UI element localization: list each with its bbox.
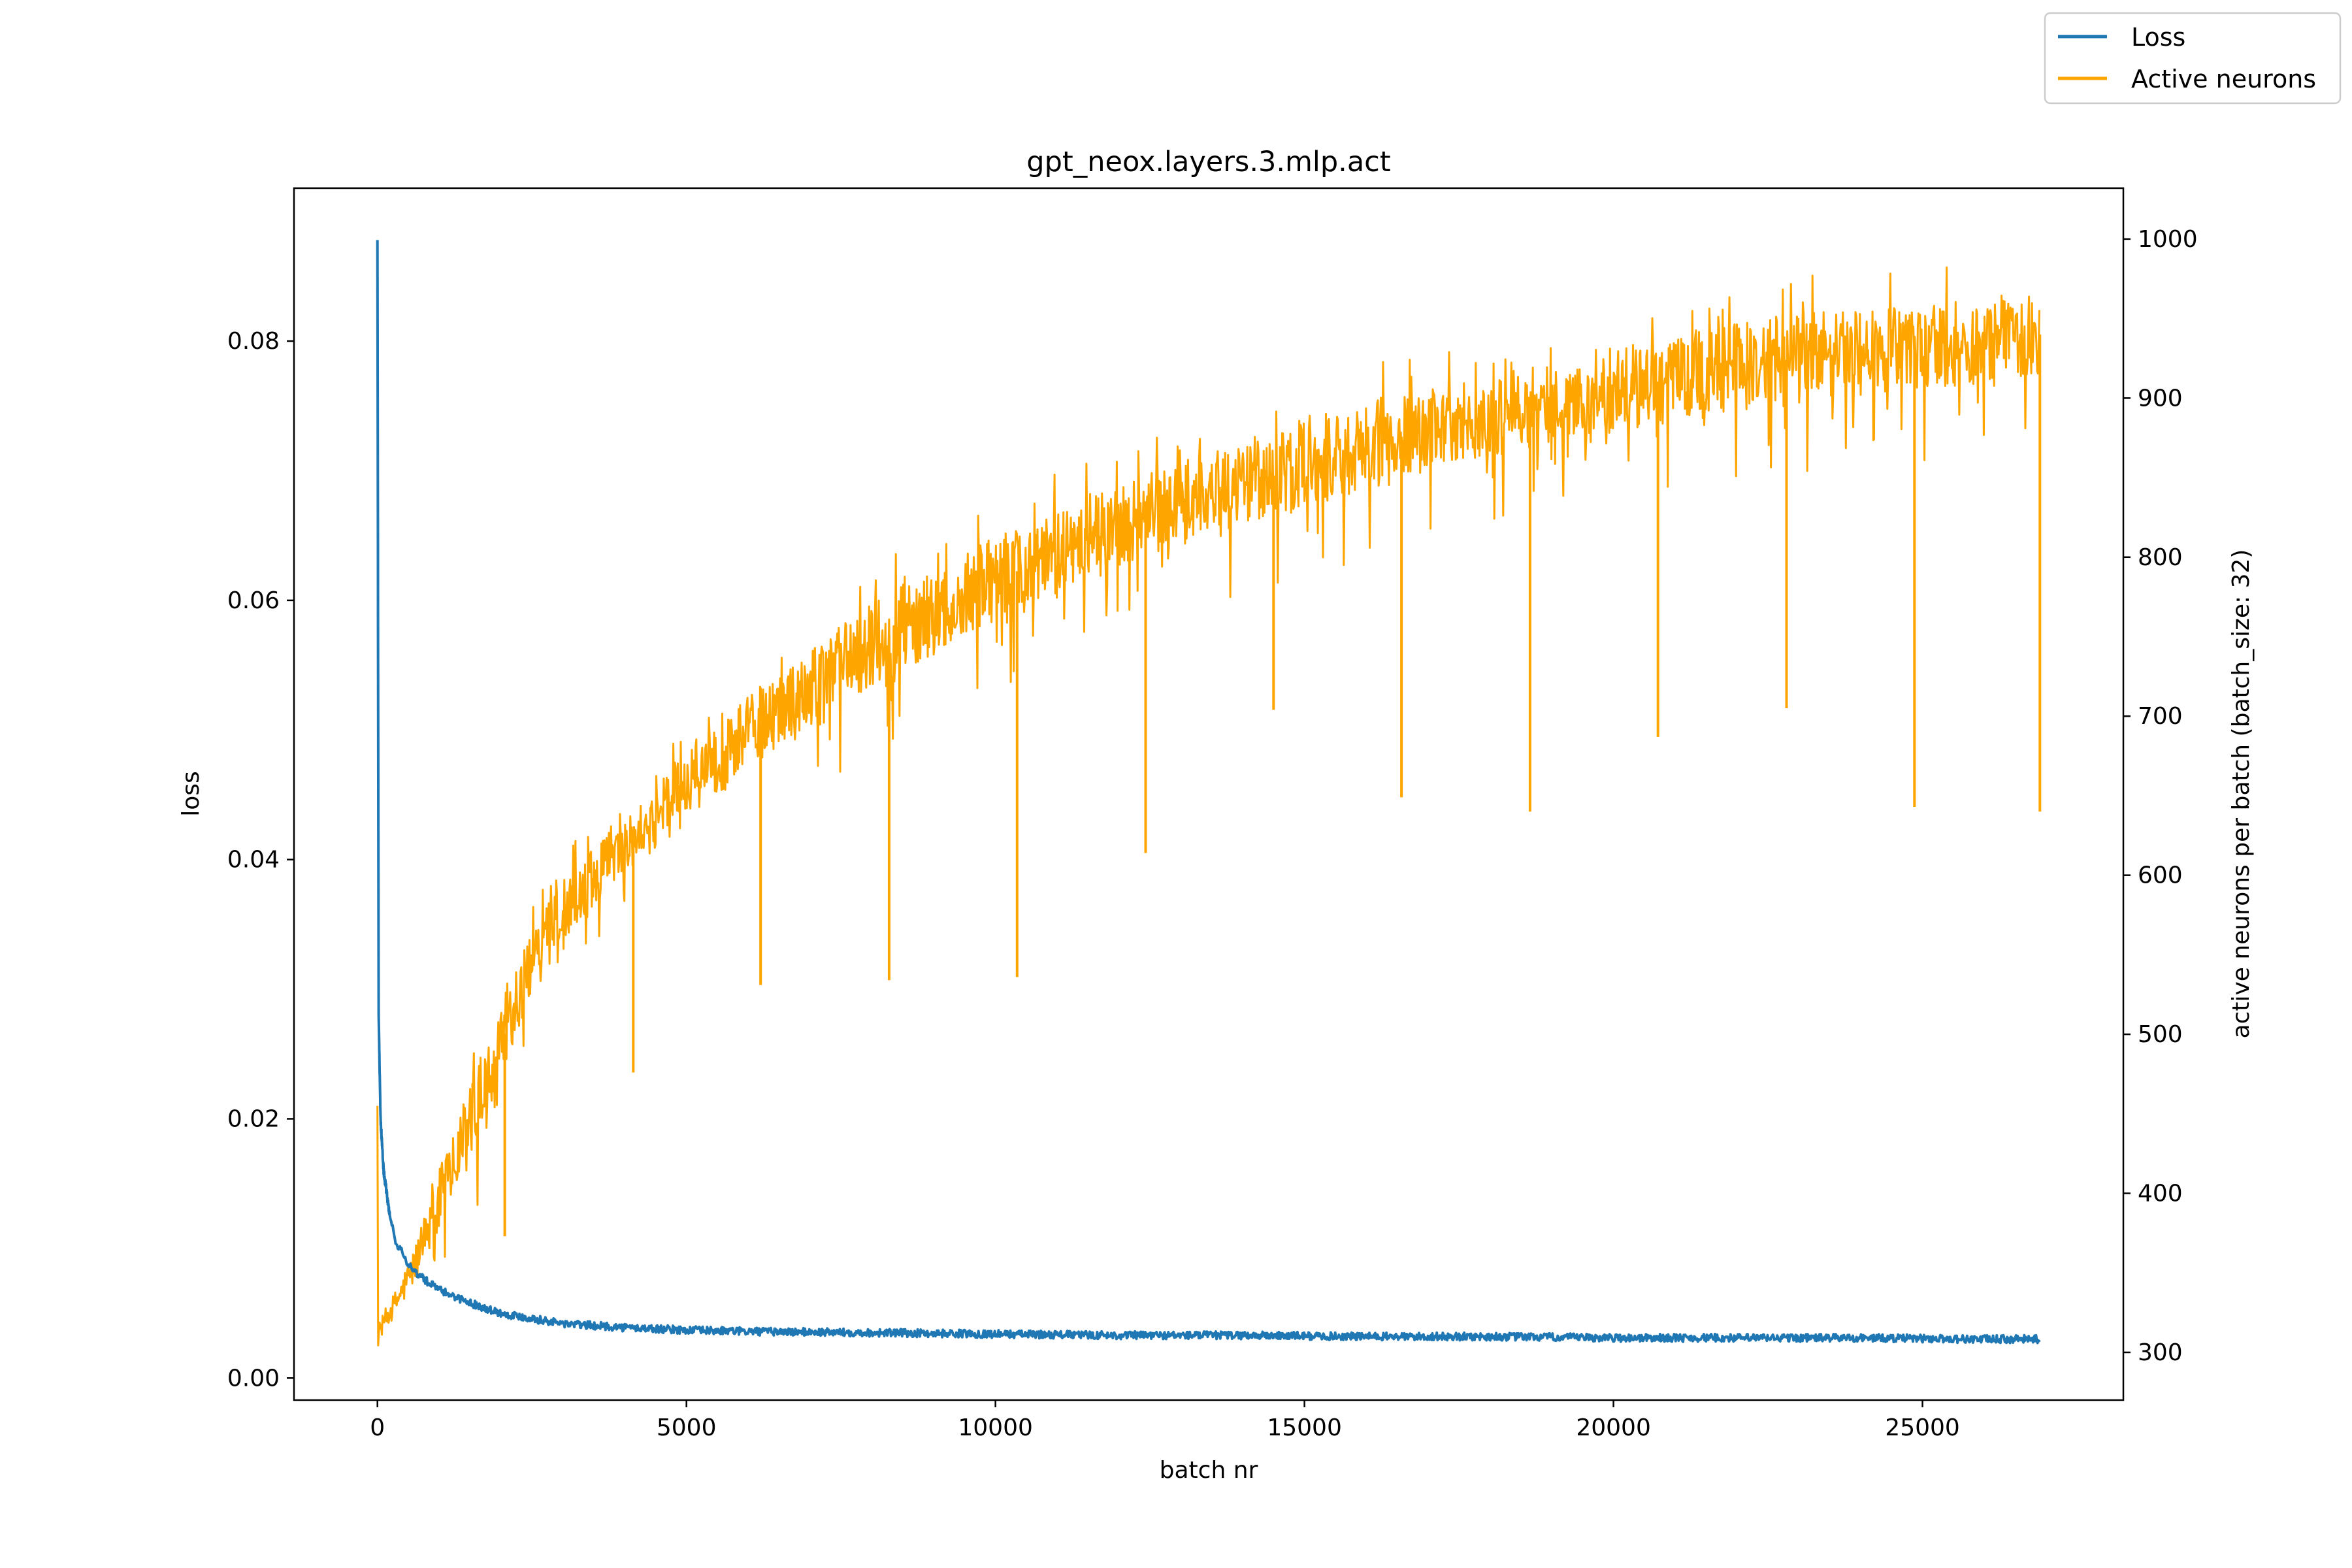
y-right-axis-ticks: 300 400 500 600 700 800 900 1000: [2123, 226, 2198, 1366]
chart-title: gpt_neox.layers.3.mlp.act: [1026, 146, 1390, 178]
y-left-tick-label: 0.06: [227, 587, 280, 614]
y-right-tick-label: 700: [2138, 703, 2183, 730]
y-right-tick-label: 1000: [2138, 226, 2198, 253]
active-neurons-line: [376, 266, 2040, 1347]
series-active-neurons: [376, 266, 2042, 1347]
y-right-tick-label: 800: [2138, 544, 2183, 571]
y-right-tick-label: 900: [2138, 385, 2183, 412]
x-axis-ticks: 0 5000 10000 15000 20000 25000: [370, 1400, 1960, 1441]
y-left-tick-label: 0.04: [227, 847, 280, 874]
plot-frame: [293, 187, 2125, 1401]
y-left-tick-label: 0.00: [227, 1365, 280, 1392]
x-tick-label: 20000: [1576, 1414, 1651, 1441]
x-tick-label: 0: [370, 1414, 385, 1441]
loss-line: [376, 240, 2041, 1345]
y-left-axis-label: loss: [178, 771, 204, 817]
x-tick-label: 10000: [958, 1414, 1033, 1441]
series-layer: [376, 240, 2042, 1347]
series-loss: [376, 240, 2041, 1345]
y-left-axis-ticks: 0.00 0.02 0.04 0.06 0.08: [227, 328, 294, 1392]
y-right-tick-label: 600: [2138, 862, 2183, 889]
legend-frame: [2044, 12, 2342, 105]
y-right-tick-label: 400: [2138, 1181, 2183, 1207]
legend-label-loss: Loss: [2131, 23, 2185, 52]
x-tick-label: 5000: [657, 1414, 717, 1441]
y-right-axis-label: active neurons per batch (batch_size: 32…: [2228, 549, 2255, 1039]
y-right-tick-label: 500: [2138, 1021, 2183, 1048]
x-tick-label: 25000: [1885, 1414, 1960, 1441]
legend-label-active-neurons: Active neurons: [2131, 65, 2316, 93]
y-left-tick-label: 0.02: [227, 1105, 280, 1132]
y-right-tick-label: 300: [2138, 1339, 2183, 1366]
legend: Loss Active neurons: [2044, 12, 2342, 105]
x-axis-label: batch nr: [1160, 1457, 1258, 1484]
x-tick-label: 15000: [1267, 1414, 1342, 1441]
y-left-tick-label: 0.08: [227, 328, 280, 355]
